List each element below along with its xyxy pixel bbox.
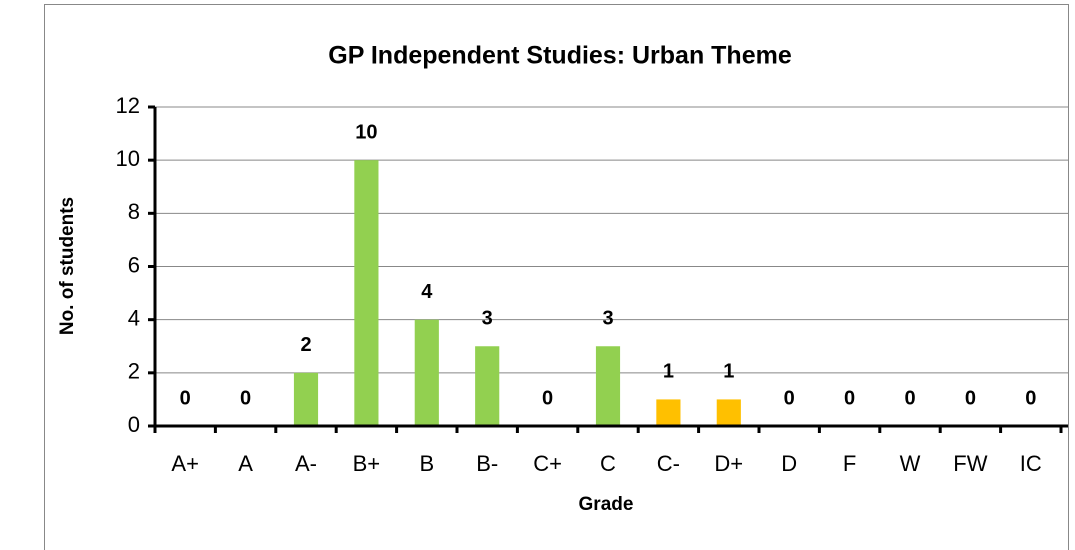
y-tick-label: 0	[128, 412, 140, 437]
chart-border	[44, 4, 1069, 550]
bar	[716, 399, 741, 426]
bar	[595, 346, 621, 426]
bar	[656, 399, 681, 426]
y-tick-label: 2	[128, 359, 140, 384]
x-tick-label: F	[843, 451, 856, 476]
x-tick-label: B+	[353, 451, 381, 476]
data-label: 1	[663, 361, 674, 383]
data-label: 3	[482, 308, 493, 330]
x-tick-label: B	[419, 451, 434, 476]
x-tick-label: A+	[171, 451, 199, 476]
y-tick-label: 10	[116, 146, 140, 171]
data-label: 0	[180, 387, 191, 409]
data-label: 10	[355, 121, 377, 143]
data-label: 0	[844, 387, 855, 409]
y-tick-label: 12	[116, 93, 140, 118]
bar	[293, 372, 319, 426]
chart-title: GP Independent Studies: Urban Theme	[328, 42, 792, 70]
x-tick-label: C	[600, 451, 616, 476]
y-axis-label: No. of students	[57, 197, 78, 335]
data-label: 0	[240, 387, 251, 409]
data-label: 0	[784, 387, 795, 409]
data-label: 2	[300, 334, 311, 356]
x-tick-label: FW	[953, 451, 987, 476]
bar	[475, 346, 500, 426]
data-label: 0	[1025, 387, 1036, 409]
y-tick-label: 8	[128, 199, 140, 224]
x-tick-label: IC	[1020, 451, 1042, 476]
data-label: 3	[602, 308, 613, 330]
x-tick-label: B-	[476, 451, 498, 476]
bar	[414, 319, 439, 426]
y-tick-label: 6	[128, 252, 140, 277]
data-label: 0	[904, 387, 915, 409]
x-tick-label: D	[781, 451, 797, 476]
bar	[354, 160, 379, 426]
y-tick-label: 4	[128, 305, 140, 330]
x-tick-label: W	[900, 451, 921, 476]
data-label: 0	[542, 387, 553, 409]
data-label: 4	[421, 281, 433, 303]
data-label: 0	[965, 387, 976, 409]
x-tick-label: D+	[714, 451, 743, 476]
x-tick-label: A-	[295, 451, 317, 476]
data-label: 1	[723, 361, 734, 383]
x-tick-label: C+	[533, 451, 562, 476]
x-tick-label: C-	[657, 451, 680, 476]
x-axis-label: Grade	[579, 494, 634, 515]
x-tick-label: A	[238, 451, 253, 476]
